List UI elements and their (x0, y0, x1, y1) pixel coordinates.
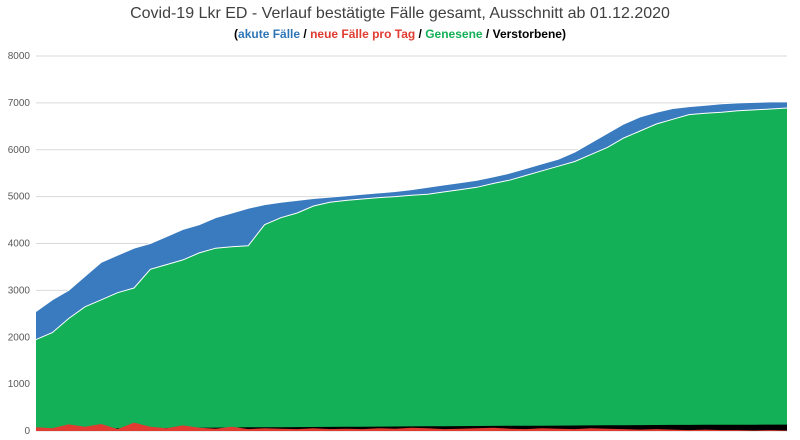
y-tick-label: 8000 (8, 51, 31, 62)
y-tick-label: 3000 (8, 285, 31, 296)
y-tick-label: 5000 (8, 192, 31, 203)
y-tick-label: 2000 (8, 332, 31, 343)
y-tick-label: 1000 (8, 379, 31, 390)
y-tick-label: 0 (24, 426, 30, 437)
y-tick-label: 6000 (8, 145, 31, 156)
y-tick-label: 7000 (8, 98, 31, 109)
y-tick-label: 4000 (8, 239, 31, 250)
